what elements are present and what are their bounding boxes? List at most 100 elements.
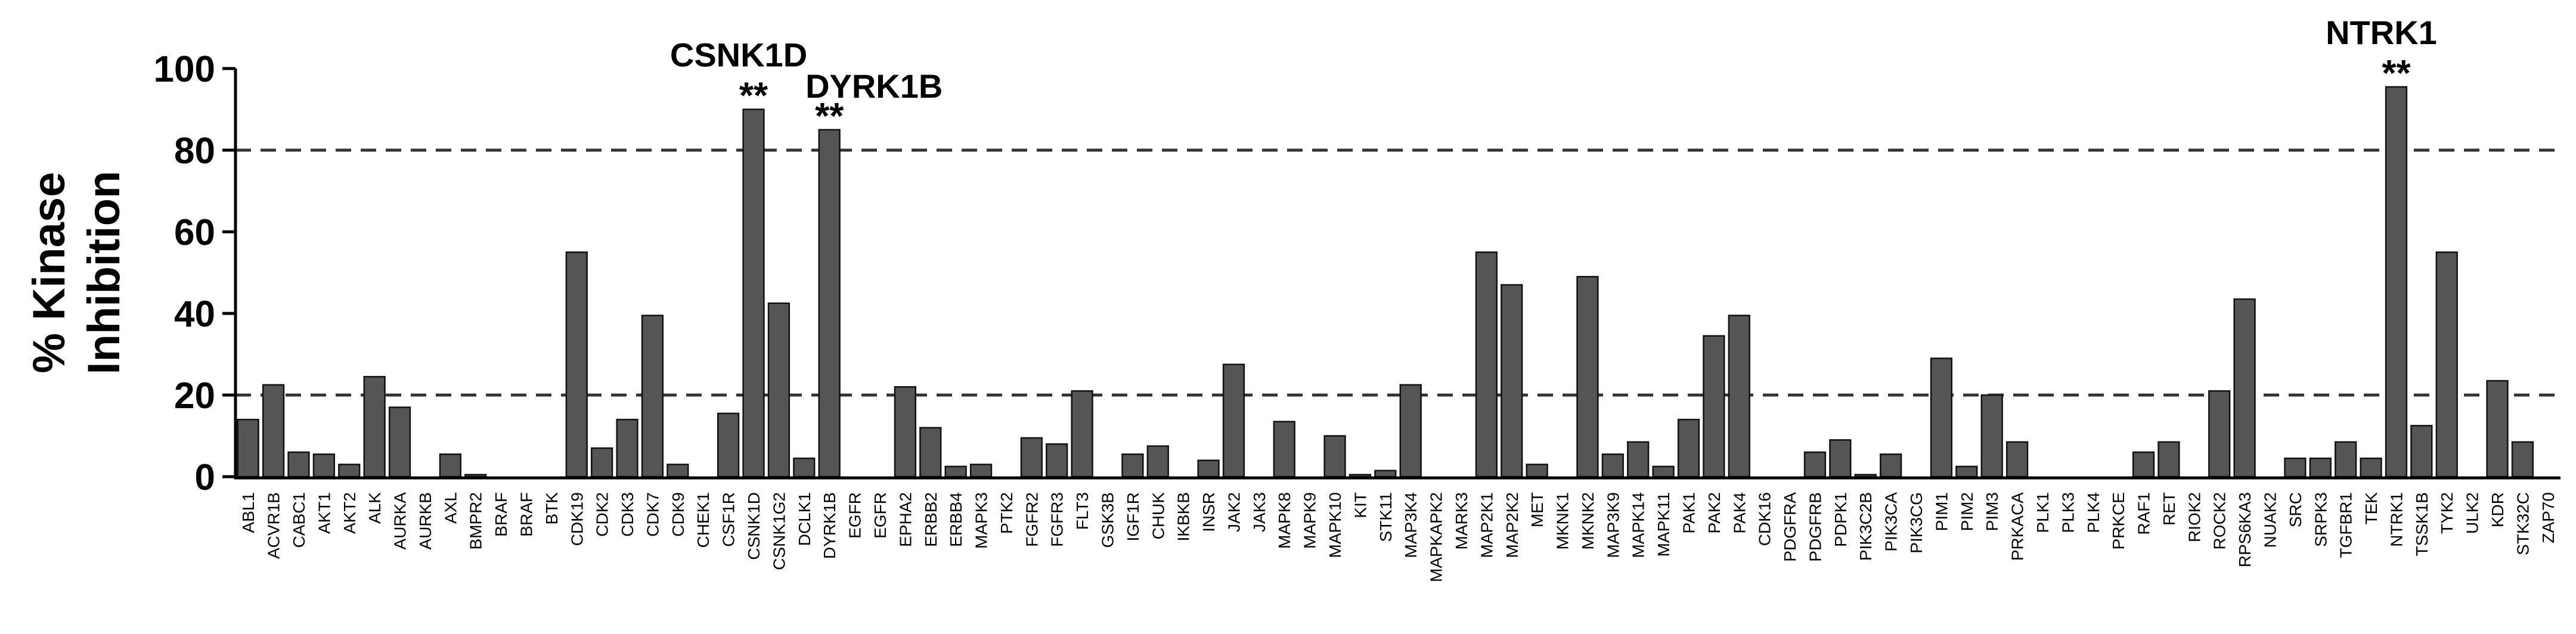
x-tick-label-kit-44: KIT xyxy=(1351,492,1369,518)
significance-marker-csnk1d: ** xyxy=(739,76,768,117)
x-tick-label-braf-11: BRAF xyxy=(517,492,536,537)
x-tick-label-plk4-73: PLK4 xyxy=(2084,492,2103,533)
x-tick-label-chuk-36: CHUK xyxy=(1149,492,1167,540)
x-tick-label-bmpr2-9: BMPR2 xyxy=(467,492,485,549)
x-tick-label-egfr-24: EGFR xyxy=(846,492,864,539)
bar-rps6ka3-79 xyxy=(2233,298,2256,478)
x-tick-label-pdgfra-61: PDGFRA xyxy=(1781,492,1799,562)
bar-igf1r-35 xyxy=(1121,453,1144,478)
y-tick-label-60: 60 xyxy=(174,212,215,253)
x-tick-label-pak2-58: PAK2 xyxy=(1705,492,1723,534)
bar-acvr1b-1 xyxy=(262,384,285,478)
bar-cdk2-14 xyxy=(591,447,613,478)
bar-pak4-59 xyxy=(1728,315,1750,478)
x-tick-label-prkaca-70: PRKACA xyxy=(2008,492,2027,561)
bar-pik3c2b-64 xyxy=(1854,474,1877,478)
x-tick-label-alk-5: ALK xyxy=(365,492,384,524)
x-tick-label-rock2-78: ROCK2 xyxy=(2211,492,2229,549)
bar-pak1-57 xyxy=(1677,418,1700,478)
bar-kdr-89 xyxy=(2486,380,2509,478)
bar-abl1-0 xyxy=(237,418,259,478)
bar-dclk1-22 xyxy=(793,457,816,478)
x-tick-label-braf-10: BRAF xyxy=(492,492,510,537)
callout-label-ntrk1: NTRK1 xyxy=(2326,14,2437,51)
x-tick-label-akt2-4: AKT2 xyxy=(340,492,359,534)
bar-map2k2-50 xyxy=(1501,284,1523,478)
bar-raf1-75 xyxy=(2132,451,2155,478)
x-tick-label-gsk3b-34: GSK3B xyxy=(1099,492,1117,548)
y-tick-label-100: 100 xyxy=(154,49,215,90)
x-tick-label-jak2-39: JAK2 xyxy=(1225,492,1243,532)
bar-chuk-36 xyxy=(1146,445,1169,478)
x-tick-label-cdk19-13: CDK19 xyxy=(568,492,586,546)
x-tick-label-met-51: MET xyxy=(1528,492,1546,527)
bar-rock2-78 xyxy=(2208,390,2231,478)
x-tick-label-epha2-26: EPHA2 xyxy=(896,492,915,547)
x-tick-label-mark3-48: MARK3 xyxy=(1452,492,1471,549)
bar-erbb4-28 xyxy=(944,465,967,478)
x-tick-label-tgfbr1-83: TGFBR1 xyxy=(2337,492,2355,558)
x-tick-label-cdk2-14: CDK2 xyxy=(593,492,612,537)
bar-flt3-33 xyxy=(1071,390,1093,478)
x-tick-label-mapk10-43: MAPK10 xyxy=(1326,492,1344,558)
y-tick-label-40: 40 xyxy=(174,294,215,335)
x-tick-label-mknk1-52: MKNK1 xyxy=(1554,492,1572,549)
bar-stk11-45 xyxy=(1374,470,1397,478)
x-tick-label-pim2-68: PIM2 xyxy=(1958,492,1976,531)
x-tick-label-flt3-33: FLT3 xyxy=(1073,492,1092,530)
x-tick-label-ntrk1-85: NTRK1 xyxy=(2387,492,2405,547)
x-tick-label-pim3-69: PIM3 xyxy=(1983,492,2001,531)
bar-tgfbr1-83 xyxy=(2335,441,2357,478)
bar-fgfr3-32 xyxy=(1046,443,1068,478)
x-tick-label-cabc1-2: CABC1 xyxy=(290,492,308,548)
bar-tssk1b-86 xyxy=(2410,425,2433,478)
axes xyxy=(234,69,2560,480)
x-tick-label-jak3-40: JAK3 xyxy=(1250,492,1269,532)
bar-mapk14-55 xyxy=(1627,441,1650,478)
x-tick-label-cdk9-17: CDK9 xyxy=(669,492,687,537)
bar-ret-76 xyxy=(2157,441,2180,478)
callouts: **CSNK1D**DYRK1B **NTRK1 xyxy=(670,14,2437,137)
bar-stk32c-90 xyxy=(2511,441,2534,478)
x-tick-label-stk32c-90: STK32C xyxy=(2513,492,2532,555)
x-tick-label-pik3c2b-64: PIK3C2B xyxy=(1856,492,1875,561)
x-tick-label-ret-76: RET xyxy=(2160,492,2178,526)
bar-met-51 xyxy=(1526,464,1548,478)
x-tick-label-cdk7-16: CDK7 xyxy=(643,492,662,537)
x-tick-label-csnk1d-20: CSNK1D xyxy=(745,492,763,560)
bar-akt2-4 xyxy=(338,464,361,478)
x-tick-label-ikbkb-37: IKBKB xyxy=(1174,492,1193,541)
bar-mapk3-29 xyxy=(969,464,993,478)
x-tick-label-map3k9-54: MAP3K9 xyxy=(1604,492,1622,558)
x-tick-label-pak1-57: PAK1 xyxy=(1680,492,1698,534)
bar-pak2-58 xyxy=(1703,335,1725,478)
bar-src-81 xyxy=(2284,457,2307,478)
x-tick-label-aurkb-7: AURKB xyxy=(416,492,435,549)
x-tick-label-tssk1b-86: TSSK1B xyxy=(2413,492,2431,556)
x-tick-label-plk1-71: PLK1 xyxy=(2033,492,2052,533)
x-tick-label-kdr-89: KDR xyxy=(2488,492,2507,527)
y-axis-label-line-2: Inhibition xyxy=(79,171,129,375)
bar-pik3ca-65 xyxy=(1880,453,1902,478)
bars xyxy=(237,86,2534,478)
y-axis-label: % Kinase Inhibition xyxy=(24,171,129,375)
x-tick-label-axl-8: AXL xyxy=(441,492,460,524)
bar-aurka-6 xyxy=(388,406,411,478)
x-tick-label-src-81: SRC xyxy=(2286,492,2305,527)
x-tick-label-mapk8-41: MAPK8 xyxy=(1275,492,1294,549)
x-tick-label-raf1-75: RAF1 xyxy=(2135,492,2153,535)
bar-map3k4-46 xyxy=(1399,384,1422,478)
x-tick-label-aurka-6: AURKA xyxy=(391,492,410,550)
bar-csnk1d-20 xyxy=(742,108,765,478)
x-tick-label-erbb2-27: ERBB2 xyxy=(922,492,940,547)
x-tick-label-pim1-67: PIM1 xyxy=(1932,492,1951,531)
bar-akt1-3 xyxy=(312,453,336,478)
x-tick-label-acvr1b-1: ACVR1B xyxy=(265,492,283,559)
x-tick-label-igf1r-35: IGF1R xyxy=(1124,492,1142,541)
bar-prkaca-70 xyxy=(2005,441,2029,478)
bar-epha2-26 xyxy=(894,386,917,478)
bar-pdgfrb-62 xyxy=(1803,451,1827,478)
bar-mknk2-53 xyxy=(1576,276,1599,478)
x-tick-label-insr-38: INSR xyxy=(1199,492,1218,532)
